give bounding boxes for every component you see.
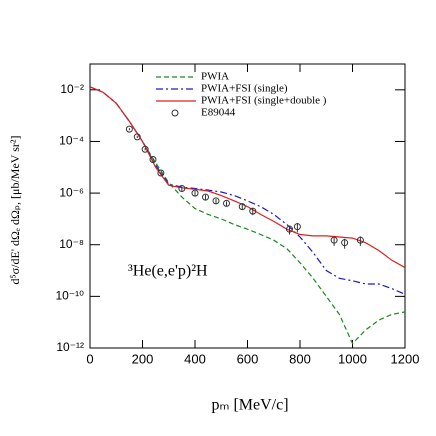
x-tick-label: 200 (132, 351, 154, 366)
x-tick-label: 0 (86, 351, 93, 366)
data-point (149, 156, 157, 164)
legend-label: PWIA (201, 71, 229, 83)
y-axis-label: d⁵σ/dE' dΩₑ dΩₚ, [μb/MeV sr²] (8, 135, 22, 284)
annotation: ³He(e,e'p)²H (128, 263, 208, 280)
y-tick-label: 10⁻² (60, 82, 84, 96)
x-tick-label: 600 (237, 351, 259, 366)
data-point (191, 189, 199, 197)
data-point (356, 236, 364, 244)
series-line (90, 86, 405, 345)
data-point (157, 169, 165, 177)
legend-label: PWIA+FSI (single+double ) (201, 95, 327, 107)
y-tick-label: 10⁻¹⁰ (56, 289, 85, 303)
y-tick-label: 10⁻⁸ (59, 237, 84, 251)
x-tick-label: 400 (184, 351, 206, 366)
legend-label: E89044 (201, 107, 236, 119)
x-tick-label: 1000 (338, 351, 367, 366)
data-point (202, 193, 209, 201)
y-tick-label: 10⁻⁴ (59, 134, 84, 148)
data-point (286, 225, 293, 233)
data-point (249, 207, 257, 215)
y-tick-label: 10⁻⁶ (59, 185, 84, 199)
data-point (212, 197, 220, 205)
data-point (133, 133, 141, 141)
legend-marker (171, 109, 179, 117)
data-point (293, 223, 301, 231)
data-point (178, 185, 186, 193)
x-axis-label: pₘ [MeV/c] (211, 397, 288, 414)
data-point (141, 145, 149, 153)
legend-label: PWIA+FSI (single) (201, 83, 288, 95)
series-line (90, 86, 405, 269)
y-tick-label: 10⁻¹² (56, 340, 84, 354)
data-point (223, 199, 230, 207)
data-point (125, 125, 133, 133)
x-tick-label: 800 (289, 351, 311, 366)
x-tick-label: 1200 (391, 351, 420, 366)
data-point (330, 236, 338, 244)
data-point (238, 203, 246, 211)
data-point (341, 239, 349, 247)
